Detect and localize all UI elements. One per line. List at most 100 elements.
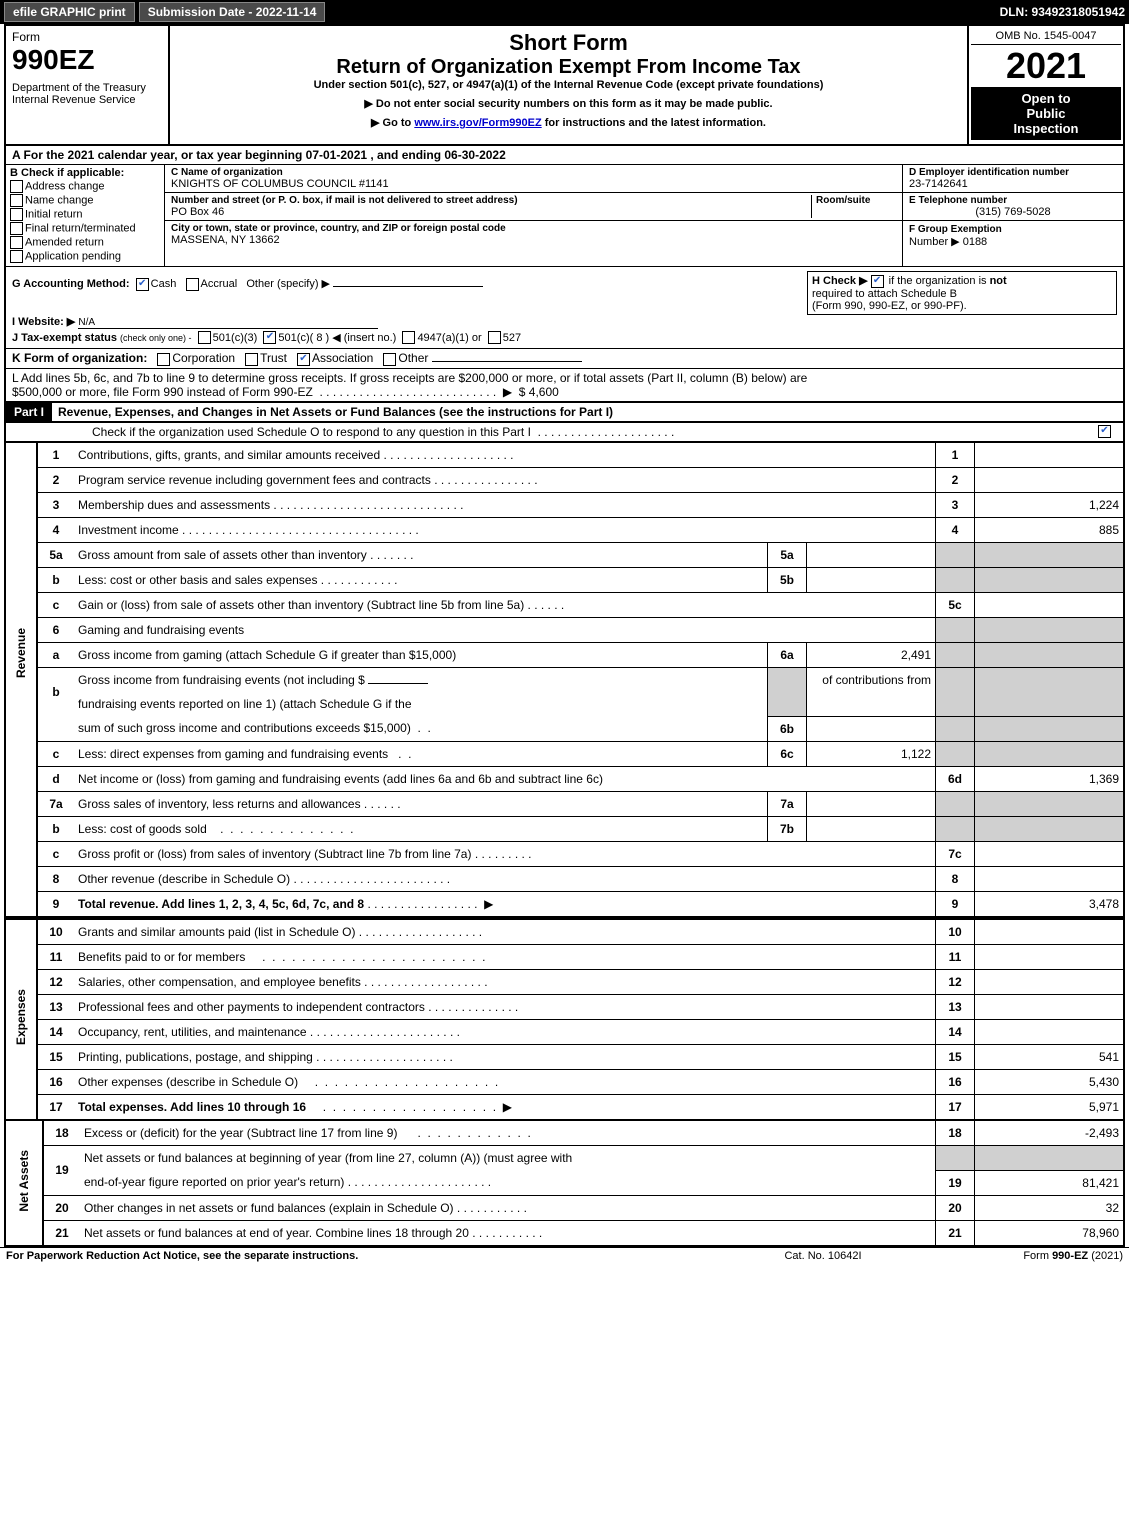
line-19a-desc: Net assets or fund balances at beginning… — [80, 1145, 936, 1170]
val-7a-shade — [975, 791, 1124, 816]
ln-5a: 5a — [37, 542, 74, 567]
part1-label: Part I — [6, 403, 52, 421]
sub-5b: 5b — [768, 567, 807, 592]
instr2-pre: ▶ Go to — [371, 117, 414, 129]
b-opt-pending-label: Application pending — [25, 250, 121, 262]
val-12 — [975, 969, 1124, 994]
part1-checkbox[interactable] — [1098, 425, 1111, 438]
g-accrual: Accrual — [201, 278, 238, 290]
num-6b-shade2 — [936, 716, 975, 741]
revenue-side-cont — [6, 866, 37, 891]
k-assoc-checkbox[interactable] — [297, 353, 310, 366]
submission-date-button[interactable]: Submission Date - 2022-11-14 — [139, 2, 326, 22]
line-6b2-desc: of contributions from — [807, 667, 936, 692]
ln-13: 13 — [37, 994, 74, 1019]
line-18-desc: Excess or (deficit) for the year (Subtra… — [80, 1120, 936, 1146]
c-street-label: Number and street (or P. O. box, if mail… — [171, 195, 811, 206]
ln-5b: b — [37, 567, 74, 592]
irs-link[interactable]: www.irs.gov/Form990EZ — [414, 117, 541, 129]
k-other-checkbox[interactable] — [383, 353, 396, 366]
subval-6a: 2,491 — [807, 642, 936, 667]
val-1 — [975, 443, 1124, 468]
num-6d: 6d — [936, 766, 975, 791]
k-o1: Corporation — [172, 351, 235, 365]
footer-center: Cat. No. 10642I — [723, 1250, 923, 1262]
val-3: 1,224 — [975, 492, 1124, 517]
org-street: PO Box 46 — [171, 206, 811, 218]
subval-5a — [807, 542, 936, 567]
form-header: Form 990EZ Department of the Treasury In… — [6, 26, 1123, 146]
ln-15: 15 — [37, 1044, 74, 1069]
section-b: B Check if applicable: Address change Na… — [6, 165, 165, 266]
l-text2: $500,000 or more, file Form 990 instead … — [12, 385, 313, 399]
revenue-side-label: Revenue — [6, 443, 37, 867]
form-container: Form 990EZ Department of the Treasury In… — [4, 24, 1125, 1247]
val-5c — [975, 592, 1124, 617]
g-accrual-checkbox[interactable] — [186, 278, 199, 291]
instruction-1: ▶ Do not enter social security numbers o… — [176, 97, 961, 110]
b-opt-initial[interactable]: Initial return — [10, 208, 160, 221]
j-o1: 501(c)(3) — [213, 332, 258, 344]
val-19: 81,421 — [975, 1170, 1124, 1195]
val-21: 78,960 — [975, 1220, 1124, 1245]
ln-1: 1 — [37, 443, 74, 468]
line-15-desc: Printing, publications, postage, and shi… — [74, 1044, 936, 1069]
line-5c-desc: Gain or (loss) from sale of assets other… — [74, 592, 936, 617]
g-cash-checkbox[interactable] — [136, 278, 149, 291]
sub-7a: 7a — [768, 791, 807, 816]
b-opt-amended[interactable]: Amended return — [10, 236, 160, 249]
line-21-desc: Net assets or fund balances at end of ye… — [80, 1220, 936, 1245]
ln-9: 9 — [37, 891, 74, 917]
j-501c3-checkbox[interactable] — [198, 331, 211, 344]
num-6a-shade — [936, 642, 975, 667]
num-6c-shade — [936, 741, 975, 766]
b-opt-address[interactable]: Address change — [10, 180, 160, 193]
h-not: not — [990, 275, 1007, 287]
ln-5c: c — [37, 592, 74, 617]
expenses-table: Expenses 10 Grants and similar amounts p… — [6, 918, 1123, 1119]
num-5b-shade — [936, 567, 975, 592]
k-corp-checkbox[interactable] — [157, 353, 170, 366]
line-2-desc: Program service revenue including govern… — [74, 467, 936, 492]
b-opt-final-label: Final return/terminated — [25, 222, 136, 234]
j-527-checkbox[interactable] — [488, 331, 501, 344]
b-opt-name[interactable]: Name change — [10, 194, 160, 207]
ln-17: 17 — [37, 1094, 74, 1119]
line-5b-desc: Less: cost or other basis and sales expe… — [74, 567, 768, 592]
sub-6b: 6b — [768, 716, 807, 741]
b-opt-final[interactable]: Final return/terminated — [10, 222, 160, 235]
6b-amount-input[interactable] — [368, 683, 428, 684]
irs-label: Internal Revenue Service — [12, 94, 162, 106]
h-checkbox[interactable] — [871, 275, 884, 288]
b-opt-initial-label: Initial return — [25, 208, 82, 220]
subval-7a — [807, 791, 936, 816]
g-other-input[interactable] — [333, 286, 483, 287]
num-7b-shade — [936, 816, 975, 841]
b-opt-pending[interactable]: Application pending — [10, 250, 160, 263]
sub-6b-shade1 — [768, 667, 807, 716]
num-21: 21 — [936, 1220, 975, 1245]
ein-value: 23-7142641 — [909, 178, 1117, 190]
instr2-post: for instructions and the latest informat… — [542, 117, 766, 129]
ln-11: 11 — [37, 944, 74, 969]
c-name-label: C Name of organization — [171, 167, 896, 178]
j-501c-checkbox[interactable] — [263, 331, 276, 344]
form-title: Return of Organization Exempt From Incom… — [176, 56, 961, 79]
k-trust-checkbox[interactable] — [245, 353, 258, 366]
ln-6b-cont — [37, 716, 74, 741]
k-o2: Trust — [260, 351, 287, 365]
val-17: 5,971 — [975, 1094, 1124, 1119]
k-other-input[interactable] — [432, 361, 582, 362]
efile-print-button[interactable]: efile GRAPHIC print — [4, 2, 135, 22]
ln-6d: d — [37, 766, 74, 791]
line-6b1-desc: Gross income from fundraising events (no… — [74, 667, 768, 692]
h-text2: if the organization is — [889, 275, 990, 287]
netassets-table: Net Assets 18 Excess or (deficit) for th… — [6, 1119, 1123, 1245]
expenses-side-label: Expenses — [6, 919, 37, 1119]
num-19: 19 — [936, 1170, 975, 1195]
j-o2: 501(c)( 8 ) ◀ (insert no.) — [278, 332, 396, 344]
ln-19: 19 — [43, 1145, 80, 1195]
j-4947-checkbox[interactable] — [402, 331, 415, 344]
section-de: D Employer identification number 23-7142… — [903, 165, 1123, 266]
val-14 — [975, 1019, 1124, 1044]
